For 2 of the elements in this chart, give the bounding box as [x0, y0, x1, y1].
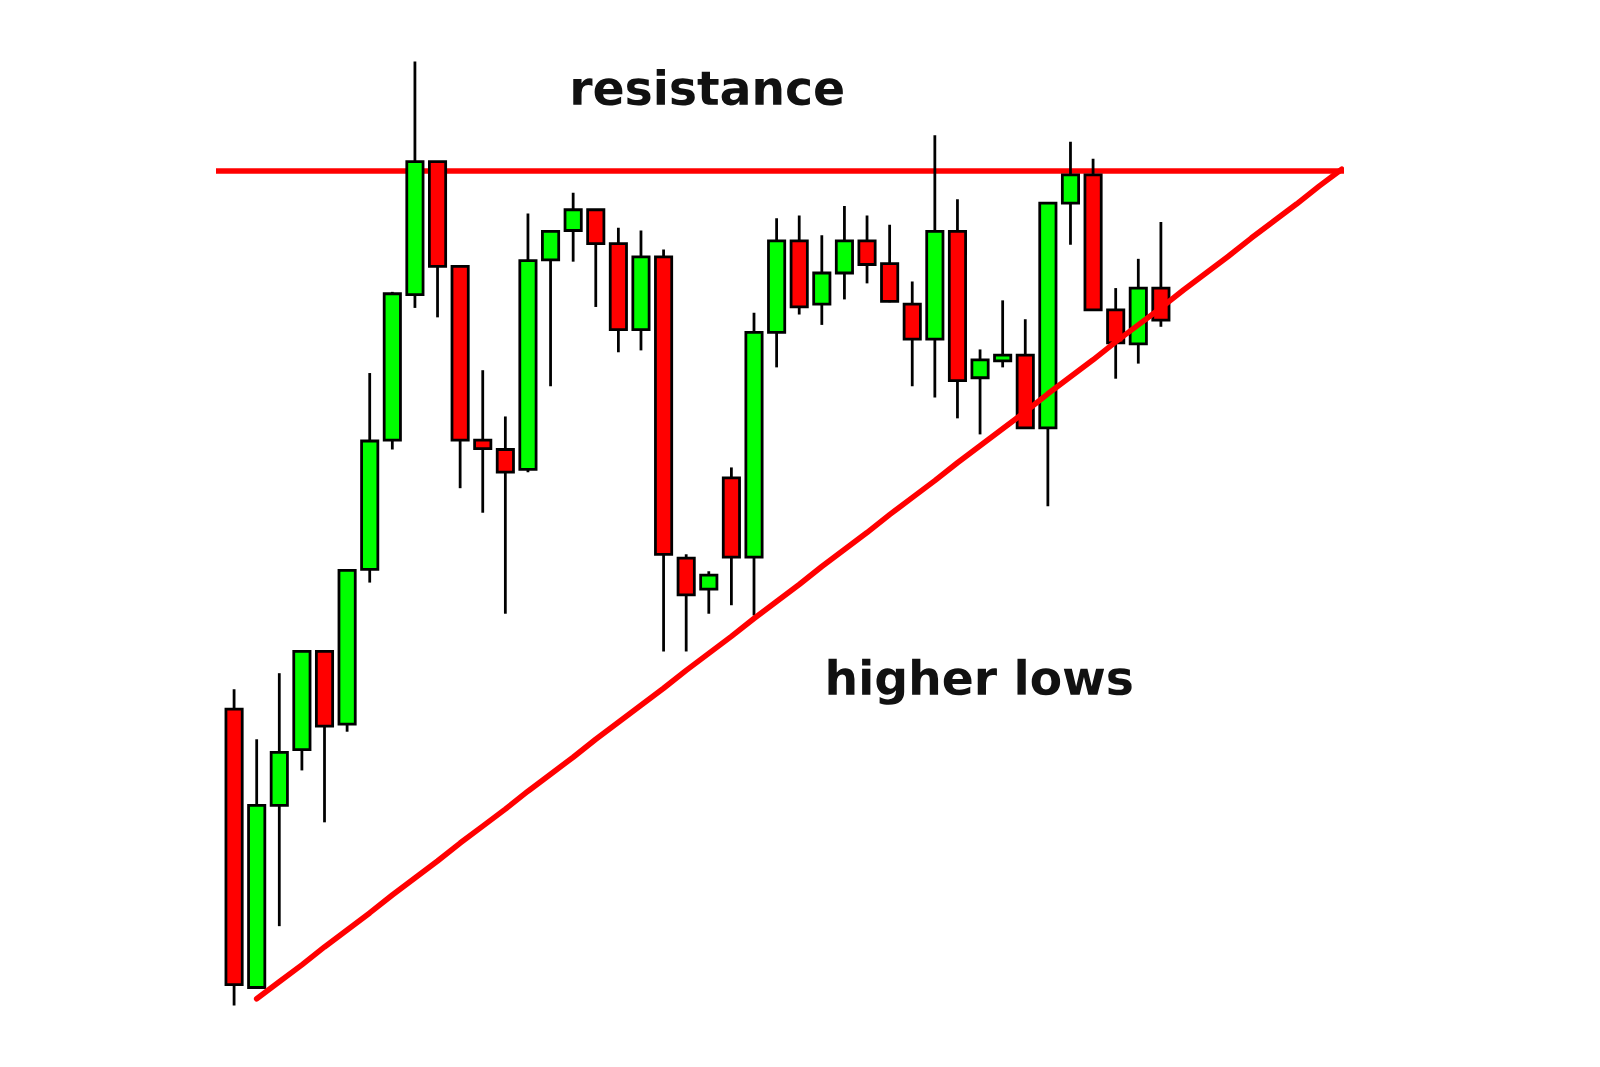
- annotation: resistance: [573, 68, 843, 106]
- annotation: higher lows: [828, 658, 1132, 705]
